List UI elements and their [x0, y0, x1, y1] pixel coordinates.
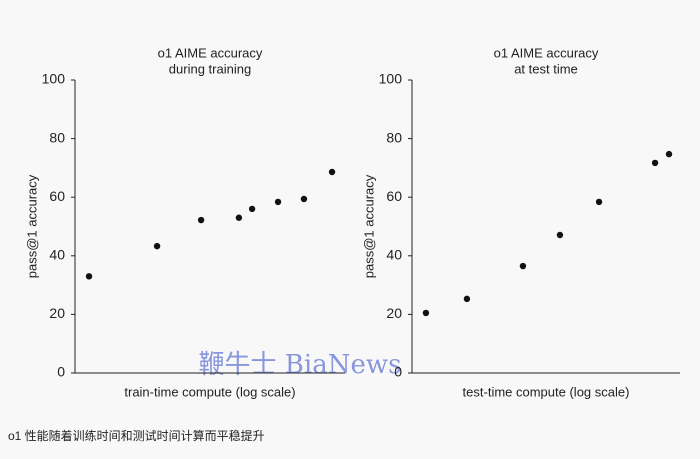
y-tick-label: 60: [386, 188, 402, 204]
point: [519, 262, 527, 270]
y-tick-label: 0: [394, 364, 402, 380]
y-tick-label: 80: [49, 129, 65, 145]
chart-title: o1 AIME accuracy: [158, 45, 263, 60]
y-axis-label: pass@1 accuracy: [361, 174, 376, 278]
point: [595, 198, 603, 206]
chart-title: during training: [169, 61, 251, 76]
y-tick-label: 40: [49, 247, 65, 263]
point: [665, 150, 673, 158]
point: [153, 242, 161, 250]
y-tick-label: 20: [49, 305, 65, 321]
point: [463, 295, 471, 303]
point: [197, 216, 205, 224]
y-tick-label: 0: [57, 364, 65, 380]
point: [328, 168, 336, 176]
chart-title: at test time: [514, 61, 578, 76]
point: [422, 309, 430, 317]
y-tick-label: 60: [49, 188, 65, 204]
point: [235, 214, 243, 221]
watermark: 鞭牛士 BiaNews: [199, 350, 402, 380]
point: [556, 231, 564, 239]
point: [300, 195, 308, 203]
y-tick-label: 40: [386, 247, 402, 263]
y-tick-label: 100: [379, 71, 403, 87]
y-axis-label: pass@1 accuracy: [24, 174, 39, 278]
y-tick-label: 100: [42, 71, 66, 87]
point: [651, 159, 659, 167]
y-tick-label: 80: [386, 129, 402, 145]
chart-title: o1 AIME accuracy: [494, 45, 599, 60]
point: [85, 273, 93, 280]
caption: o1 性能随着训练时间和测试时间计算而平稳提升: [8, 428, 265, 443]
point: [248, 205, 256, 213]
x-axis-label: train-time compute (log scale): [124, 384, 295, 399]
x-axis-label: test-time compute (log scale): [463, 384, 630, 399]
y-tick-label: 20: [386, 305, 402, 321]
point: [274, 198, 282, 206]
